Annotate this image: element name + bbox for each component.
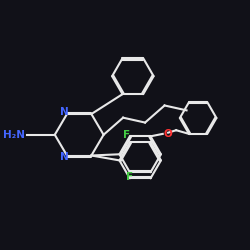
- Text: O: O: [164, 129, 173, 139]
- Text: F: F: [122, 130, 130, 140]
- Text: N: N: [60, 107, 68, 117]
- Text: H₂N: H₂N: [4, 130, 26, 140]
- Text: N: N: [60, 152, 68, 162]
- Text: F: F: [126, 172, 134, 182]
